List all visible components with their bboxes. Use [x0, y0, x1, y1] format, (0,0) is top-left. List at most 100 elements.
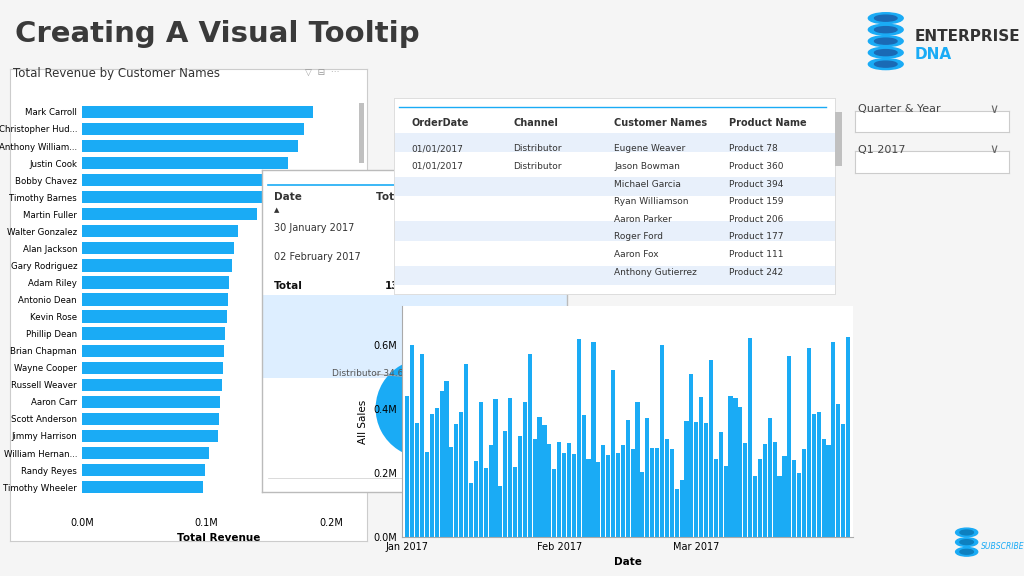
Bar — [826, 445, 830, 537]
Text: 1: 1 — [537, 252, 543, 262]
Bar — [621, 445, 625, 537]
Bar — [513, 467, 517, 537]
Bar — [359, 104, 364, 163]
Bar — [650, 448, 654, 537]
Bar — [611, 370, 615, 537]
Bar — [768, 418, 772, 537]
Bar — [680, 480, 684, 537]
Bar — [694, 422, 698, 537]
Bar — [665, 439, 669, 537]
X-axis label: Total Revenue: Total Revenue — [177, 533, 261, 543]
Bar — [394, 133, 835, 152]
Ellipse shape — [959, 530, 974, 535]
Bar — [821, 439, 825, 537]
Ellipse shape — [868, 36, 903, 47]
Text: Michael Garcia: Michael Garcia — [614, 180, 681, 188]
Bar — [527, 354, 531, 537]
Bar — [82, 447, 209, 459]
Text: Jason Bowman: Jason Bowman — [614, 162, 680, 171]
Text: Product 159: Product 159 — [729, 197, 783, 206]
Bar — [82, 430, 218, 442]
Bar — [82, 174, 275, 186]
Ellipse shape — [955, 547, 978, 556]
Bar — [82, 157, 288, 169]
Bar — [571, 454, 575, 537]
Text: OrderDate: OrderDate — [412, 118, 469, 127]
Text: 96,399.60: 96,399.60 — [393, 223, 442, 233]
Bar — [582, 415, 586, 537]
Ellipse shape — [868, 47, 903, 58]
Bar — [763, 445, 767, 537]
Text: Distributor 34.6%: Distributor 34.6% — [332, 369, 412, 378]
Text: 135,929.60: 135,929.60 — [385, 281, 451, 291]
Bar — [772, 442, 777, 537]
Bar — [587, 458, 591, 537]
Bar — [543, 425, 547, 537]
Bar — [684, 420, 688, 537]
Bar — [494, 399, 498, 537]
Bar — [631, 449, 635, 537]
Text: Total Revenue: Total Revenue — [376, 192, 460, 203]
Text: 2: 2 — [537, 223, 543, 233]
Text: Total Orders: Total Orders — [501, 192, 572, 203]
Bar — [758, 459, 762, 537]
Text: Product 177: Product 177 — [729, 233, 783, 241]
Bar — [714, 459, 718, 537]
Bar — [82, 191, 269, 203]
Bar — [508, 397, 512, 537]
Bar — [659, 345, 665, 537]
Bar — [749, 338, 753, 537]
Bar — [450, 446, 454, 537]
Bar — [82, 293, 228, 306]
Wedge shape — [376, 359, 466, 458]
Bar — [846, 338, 850, 537]
Bar — [439, 391, 443, 537]
Text: Product 111: Product 111 — [729, 250, 783, 259]
Bar — [82, 140, 298, 152]
Bar — [777, 476, 781, 537]
Bar — [82, 276, 229, 289]
Bar — [601, 445, 605, 537]
Bar — [816, 412, 821, 537]
Bar — [567, 443, 571, 537]
Text: Customer Names: Customer Names — [614, 118, 708, 127]
Text: 02 February 2017: 02 February 2017 — [274, 252, 361, 262]
Bar — [699, 397, 703, 537]
Text: Aaron Fox: Aaron Fox — [614, 250, 659, 259]
Bar — [82, 259, 231, 271]
Text: SUBSCRIBE: SUBSCRIBE — [981, 541, 1024, 551]
Text: Wholesale 65.4%: Wholesale 65.4% — [471, 430, 558, 448]
Bar — [557, 442, 561, 537]
Ellipse shape — [874, 50, 897, 56]
Bar — [82, 328, 225, 340]
Bar — [552, 469, 556, 537]
Ellipse shape — [874, 38, 897, 44]
Bar — [394, 244, 835, 263]
Bar — [831, 342, 836, 537]
Text: ∨: ∨ — [989, 143, 998, 156]
Ellipse shape — [955, 528, 978, 537]
Bar — [394, 221, 835, 241]
Bar — [655, 448, 659, 537]
Text: Product 206: Product 206 — [729, 215, 783, 224]
Text: 30 January 2017: 30 January 2017 — [274, 223, 354, 233]
Bar — [459, 412, 463, 537]
Text: Ryan Williamson: Ryan Williamson — [614, 197, 689, 206]
Bar — [636, 402, 640, 537]
Bar — [394, 199, 835, 218]
Text: Aaron Parker: Aaron Parker — [614, 215, 672, 224]
Bar — [724, 466, 728, 537]
Bar — [675, 488, 679, 537]
Bar — [719, 432, 723, 537]
Text: Roger Ford: Roger Ford — [614, 233, 664, 241]
Bar — [82, 362, 223, 374]
Bar — [425, 452, 429, 537]
Bar — [793, 460, 797, 537]
Bar — [518, 436, 522, 537]
Bar — [837, 404, 841, 537]
Bar — [802, 449, 806, 537]
Bar — [797, 473, 801, 537]
Bar — [82, 208, 257, 221]
Bar — [626, 420, 630, 537]
Bar — [703, 423, 709, 537]
